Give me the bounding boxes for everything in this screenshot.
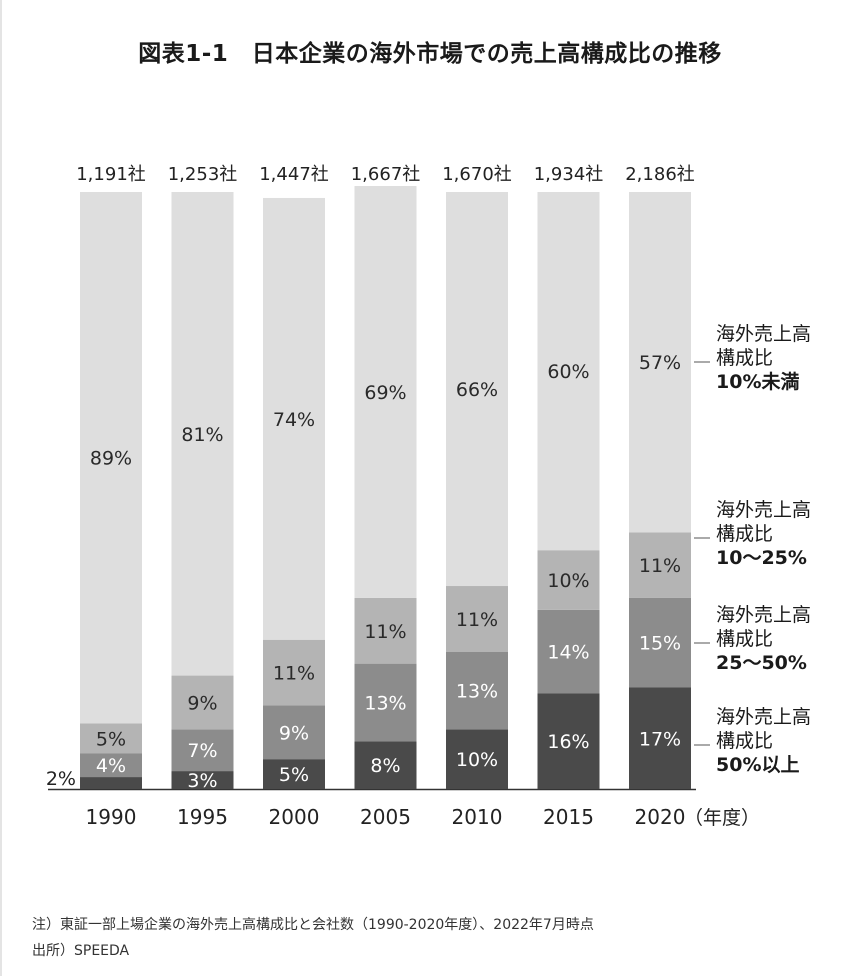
footnote-source: 出所）SPEEDA bbox=[32, 943, 130, 959]
data-label-2005-s0: 8% bbox=[370, 755, 400, 777]
data-label-2000-s3: 74% bbox=[273, 409, 315, 431]
x-tick-2020: 2020 bbox=[635, 805, 686, 829]
data-label-1990-s0: 2% bbox=[46, 768, 76, 790]
bar-segment-1995-s2 bbox=[171, 675, 234, 730]
bar-segment-1995-s1 bbox=[171, 729, 234, 772]
company-count-2020: 2,186社 bbox=[625, 164, 695, 185]
legend-label-s1-line1: 構成比 bbox=[716, 628, 773, 650]
company-count-2010: 1,670社 bbox=[442, 164, 512, 185]
bar-segment-2010-s3 bbox=[446, 192, 508, 587]
x-tick-2005: 2005 bbox=[360, 805, 411, 829]
bar-segment-1990-s1 bbox=[80, 753, 142, 778]
data-label-2000-s1: 9% bbox=[279, 722, 309, 744]
data-label-2015-s1: 14% bbox=[547, 642, 589, 664]
data-label-2000-s2: 11% bbox=[273, 663, 315, 685]
legend-label-s1-line2: 25～50% bbox=[716, 652, 807, 674]
bar-segment-1990-s0 bbox=[80, 777, 142, 789]
chart-title: 図表1-1 日本企業の海外市場での売上高構成比の推移 bbox=[138, 41, 722, 67]
legend-label-s2-line0: 海外売上高 bbox=[716, 499, 811, 521]
x-tick-1995: 1995 bbox=[177, 805, 228, 829]
legend-label-s3-line0: 海外売上高 bbox=[716, 323, 811, 345]
bar-segment-2010-s2 bbox=[446, 586, 508, 652]
legend-label-s3-line2: 10%未満 bbox=[716, 370, 799, 393]
data-label-2020-s2: 11% bbox=[639, 555, 681, 577]
company-count-2000: 1,447社 bbox=[259, 164, 329, 185]
bar-segment-2020-s0 bbox=[629, 687, 691, 789]
legend-label-s0-line0: 海外売上高 bbox=[716, 706, 811, 728]
data-label-2010-s1: 13% bbox=[456, 680, 498, 702]
x-tick-2015: 2015 bbox=[543, 805, 594, 829]
data-label-2020-s0: 17% bbox=[639, 728, 681, 750]
data-label-1995-s0: 3% bbox=[187, 770, 217, 792]
bar-segment-2005-s1 bbox=[354, 663, 417, 742]
bar-segment-2000-s1 bbox=[263, 705, 325, 760]
bar-segment-2015-s3 bbox=[537, 192, 600, 551]
data-label-2005-s2: 11% bbox=[364, 621, 406, 643]
bar-segment-2005-s2 bbox=[354, 597, 417, 664]
company-count-1990: 1,191社 bbox=[76, 164, 146, 185]
data-label-1995-s1: 7% bbox=[187, 740, 217, 762]
page-left-rule bbox=[0, 0, 2, 976]
bar-segment-1995-s0 bbox=[171, 771, 234, 789]
bar-segment-2015-s1 bbox=[537, 609, 600, 694]
data-label-2000-s0: 5% bbox=[279, 764, 309, 786]
data-label-2010-s0: 10% bbox=[456, 749, 498, 771]
x-unit-label: （年度） bbox=[684, 807, 760, 829]
legend-label-s3-line1: 構成比 bbox=[716, 347, 773, 369]
bar-segment-2015-s2 bbox=[537, 550, 600, 610]
data-label-2015-s3: 60% bbox=[547, 361, 589, 383]
bar-segment-1990-s3 bbox=[80, 192, 142, 724]
company-count-2005: 1,667社 bbox=[351, 164, 421, 185]
bar-segment-1990-s2 bbox=[80, 723, 142, 754]
data-label-1995-s2: 9% bbox=[187, 692, 217, 714]
x-tick-2010: 2010 bbox=[452, 805, 503, 829]
bar-segment-2020-s3 bbox=[629, 192, 691, 533]
bar-segment-2020-s2 bbox=[629, 532, 691, 598]
bar-segment-2005-s3 bbox=[354, 186, 417, 598]
bar-segment-2020-s1 bbox=[629, 597, 691, 688]
company-count-2015: 1,934社 bbox=[534, 164, 604, 185]
data-label-2020-s1: 15% bbox=[639, 633, 681, 655]
data-label-2010-s2: 11% bbox=[456, 609, 498, 631]
data-label-2005-s1: 13% bbox=[364, 692, 406, 714]
legend-label-s0-line2: 50%以上 bbox=[716, 754, 799, 776]
bar-segment-2000-s0 bbox=[263, 759, 325, 789]
data-label-2015-s0: 16% bbox=[547, 731, 589, 753]
data-label-2010-s3: 66% bbox=[456, 379, 498, 401]
legend-label-s2-line2: 10～25% bbox=[716, 547, 807, 569]
bar-segment-2005-s0 bbox=[354, 741, 417, 789]
data-label-2015-s2: 10% bbox=[547, 570, 589, 592]
footnote-note: 注）東証一部上場企業の海外売上高構成比と会社数（1990-2020年度）、202… bbox=[32, 917, 594, 933]
legend-label-s1-line0: 海外売上高 bbox=[716, 604, 811, 626]
bar-segment-1995-s3 bbox=[171, 192, 234, 676]
bar-segment-2015-s0 bbox=[537, 693, 600, 789]
data-label-1995-s3: 81% bbox=[181, 424, 223, 446]
company-count-1995: 1,253社 bbox=[168, 164, 238, 185]
legend-label-s0-line1: 構成比 bbox=[716, 730, 773, 752]
data-label-1990-s1: 4% bbox=[96, 755, 126, 777]
data-label-2005-s3: 69% bbox=[364, 382, 406, 404]
bar-segment-2000-s2 bbox=[263, 639, 325, 706]
data-label-2020-s3: 57% bbox=[639, 352, 681, 374]
data-label-1990-s3: 89% bbox=[90, 448, 132, 470]
legend-label-s2-line1: 構成比 bbox=[716, 523, 773, 545]
x-tick-2000: 2000 bbox=[269, 805, 320, 829]
bar-segment-2000-s3 bbox=[263, 197, 325, 640]
bar-segment-2010-s1 bbox=[446, 651, 508, 730]
data-label-1990-s2: 5% bbox=[96, 728, 126, 750]
bar-segment-2010-s0 bbox=[446, 729, 508, 789]
x-tick-1990: 1990 bbox=[86, 805, 137, 829]
